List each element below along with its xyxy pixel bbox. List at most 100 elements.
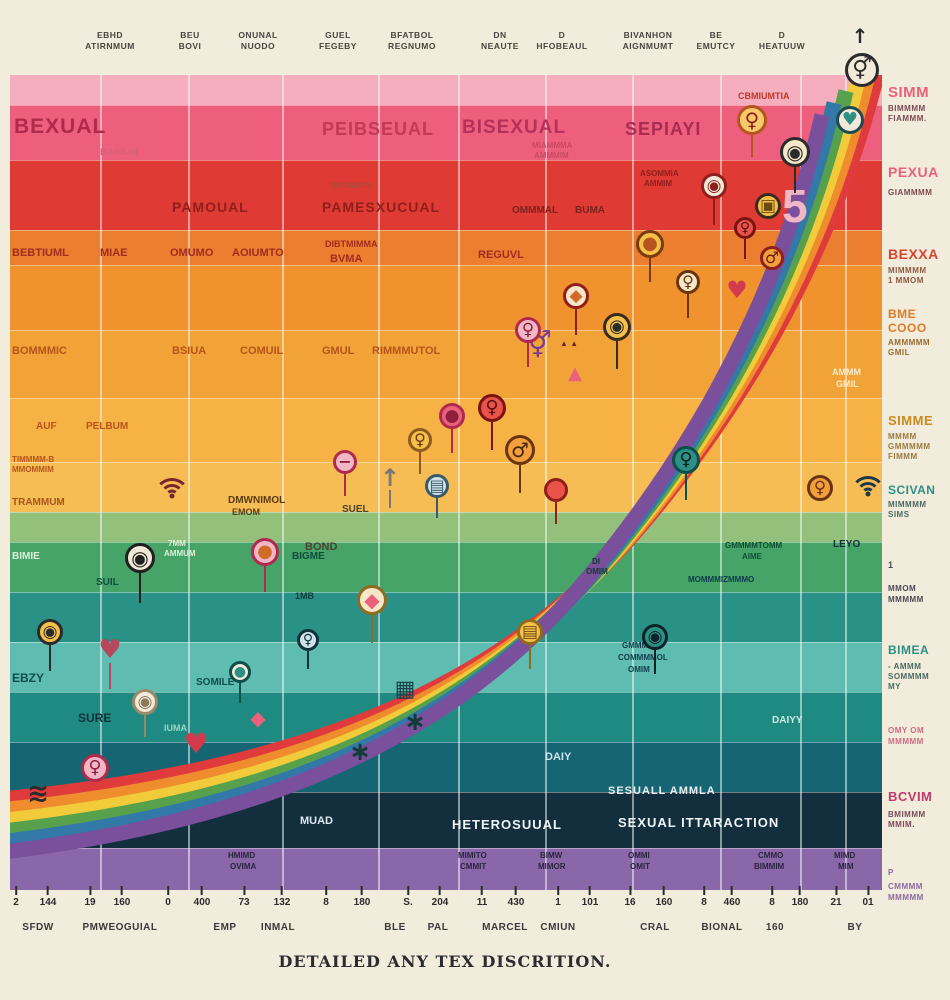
caption: DETAILED ANY TEX DISCRITION. [278,952,612,971]
tick-mark [589,886,591,895]
top-axis-label-line2: HFOBEAUL [536,41,588,52]
top-axis-label: DN NEAUTE [481,30,519,53]
legend-entry: - AMMM [888,662,922,671]
top-axis-label-line2: REGNUMO [388,41,436,52]
axis-category-label: INMAL [260,922,296,933]
tick-mark [167,886,169,895]
tick-mark [771,886,773,895]
top-axis-label: BFATBOL REGNUMO [388,30,436,53]
legend-entry: SIMM [888,84,930,101]
gridline [800,75,802,890]
axis-tick-number: 11 [477,886,487,908]
gridline [458,75,460,890]
axis-tick-number: 73 [238,886,250,908]
axis-tick-number: 400 [194,886,210,908]
axis-number: 1 [555,897,561,908]
axis-category-label: BLE [384,922,406,933]
tick-mark [663,886,665,895]
axis-number: 101 [581,897,599,908]
axis-tick-number: 160 [656,886,672,908]
axis-tick-number: S. [403,886,413,908]
axis-tick-number: 01 [862,886,874,908]
axis-category-label: CMIUN [540,922,576,933]
gridline [632,75,634,890]
legend-entry: OMY OM [888,726,925,735]
tick-mark [480,886,483,895]
legend-entry: 1 MMOM [888,276,924,285]
axis-tick-number: 180 [792,886,808,908]
tick-mark [121,886,123,895]
gridline [100,75,102,890]
axis-tick-number: 8 [769,886,775,908]
top-axis-label-line1: BIVANHON [623,30,673,40]
axis-tick-number: 0 [165,886,171,908]
axis-tick-number: 460 [723,886,741,908]
axis-category-label: MARCEL [482,922,528,933]
legend-entry: MMMM [888,432,917,441]
top-axis-label: D HEATUUW [759,30,805,53]
axis-category-label: CRAL [640,922,670,933]
tick-mark [406,886,409,895]
tick-mark [867,886,869,895]
legend-entry: GMMMMM [888,442,931,451]
legend-entry: SIMS [888,510,910,519]
top-axis-label: D HFOBEAUL [536,30,587,53]
legend-entry: MY [888,682,901,691]
axis-number: 19 [84,897,96,908]
legend-entry: COOO [888,321,927,335]
gridline [188,75,190,890]
axis-category-label: SFDW [22,922,54,933]
gridline [282,75,284,890]
tick-mark [89,886,91,895]
top-axis-label-line1: D [558,30,566,40]
top-axis-label-line2: HEATUUW [758,41,806,52]
axis-number: 132 [273,897,291,908]
axis-category-label: BIONAL [701,922,743,933]
tick-mark [47,886,49,895]
axis-tick-number: 1 [555,886,561,908]
top-axis-label-line2: ATIRNMUM [85,41,135,52]
top-axis-label: GUEL FEGEBY [319,30,357,53]
legend-entry: MMIM. [888,820,915,829]
legend-entry: MMMMM [888,595,924,604]
axis-category-label: PMWEOGUIAL [82,922,158,933]
top-axis-label-line1: EBHD [96,30,124,40]
top-axis-label-line2: NEAUTE [481,41,519,52]
axis-number: 16 [624,897,636,908]
legend-entry: BIMMMM [888,104,926,113]
axis-tick-number: 180 [353,886,371,908]
gridline [545,75,547,890]
tick-mark [515,886,517,895]
axis-tick-number: 8 [701,886,707,908]
axis-number: S. [403,897,413,908]
axis-number: 8 [701,897,707,908]
legend-entry: MIMMMM [888,266,927,275]
top-axis-label-line1: DN [493,30,507,40]
legend-entry: BCVIM [888,789,933,804]
legend-entry: SCIVAN [888,483,936,497]
legend-entry: MMMMM [888,893,924,902]
axis-category-label: PAL [427,922,449,933]
axis-number: 73 [238,897,250,908]
legend-entry: BIMEA [888,643,930,657]
legend-entry: BMIMMM [888,810,926,819]
gridline [845,75,847,890]
legend-entry: SIMME [888,413,934,428]
legend-entry: GMIL [888,348,910,357]
legend-entry: FIAMMM. [888,114,927,123]
legend-entry: SOMMMM [888,672,930,681]
axis-number: 144 [39,897,57,908]
top-axis-label-line2: AIGNMUMT [622,41,674,52]
legend-entry: 1 [888,560,894,570]
axis-tick-number: 144 [39,886,57,908]
axis-tick-number: 19 [84,886,96,908]
axis-number: 180 [353,897,371,908]
top-axis-label-line2: EMUTCY [696,41,736,52]
top-axis-label-line1: BEU [180,30,200,40]
tick-mark [557,886,559,895]
axis-number: 460 [723,897,741,908]
legend-entry: MMOM [888,584,917,593]
axis-tick-number: 16 [624,886,636,908]
axis-number: 2 [13,897,19,908]
legend-entry: FIMMM [888,452,918,461]
